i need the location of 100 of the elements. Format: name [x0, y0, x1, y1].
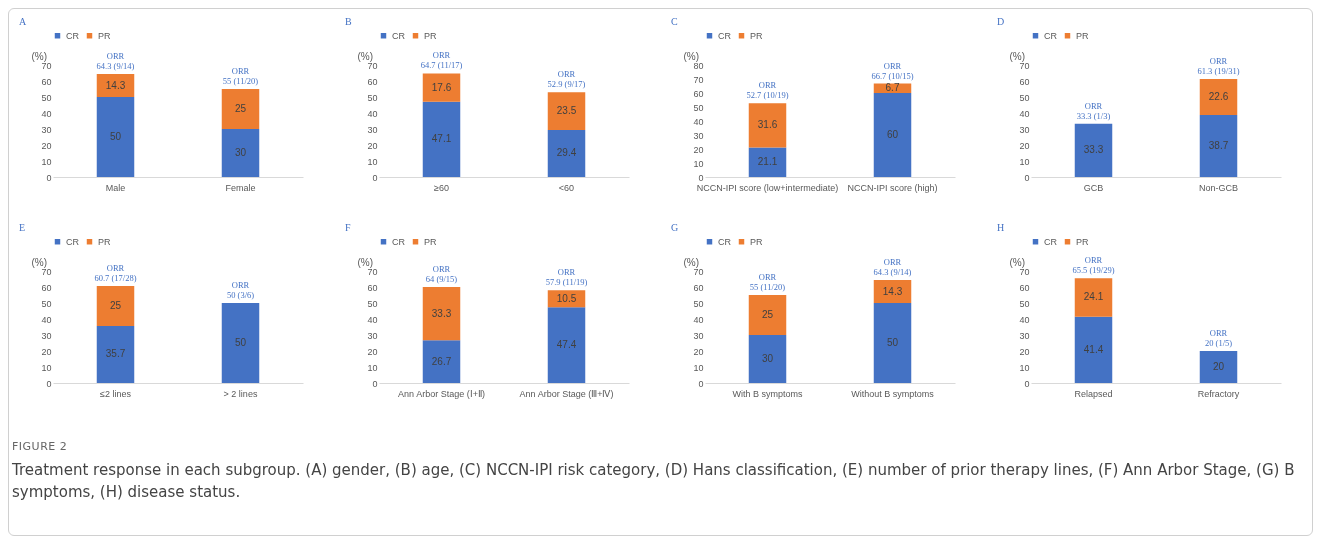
bar	[221, 129, 260, 177]
y-tick-label: 20	[41, 140, 52, 151]
y-tick-label: 60	[367, 282, 378, 293]
bar	[547, 307, 586, 383]
data-label: 30	[234, 147, 247, 158]
y-tick-label: 80	[693, 60, 704, 71]
bar	[422, 340, 461, 383]
x-tick-label: Without B symptoms	[851, 388, 935, 399]
y-tick-label: 0	[372, 378, 378, 389]
data-label: 50	[109, 131, 122, 142]
annotation: ORR 20 (1/5)	[1204, 328, 1233, 348]
annotation: ORR 64.3 (9/14)	[873, 257, 912, 278]
chart-title: A	[19, 16, 27, 27]
y-tick-label: 40	[41, 314, 52, 325]
y-tick-label: 20	[693, 346, 704, 357]
data-label: 21.1	[757, 156, 778, 168]
y-tick-label: 50	[41, 298, 52, 309]
data-label: 22.6	[1208, 91, 1229, 102]
annotation: ORR 64.3 (9/14)	[96, 51, 135, 72]
bar	[547, 92, 586, 130]
data-label: 14.3	[105, 79, 126, 91]
y-tick-label: 70	[367, 60, 378, 71]
annotation: ORR 52.9 (9/17)	[547, 69, 586, 90]
annotation: ORR 61.3 (19/31)	[1197, 55, 1240, 76]
bar	[1199, 351, 1238, 383]
data-label: 25	[234, 103, 247, 114]
y-tick-label: 70	[693, 74, 704, 85]
legend-label: PR	[424, 236, 437, 247]
bar	[221, 303, 260, 383]
y-tick-label: 70	[367, 266, 378, 277]
bar	[1074, 123, 1113, 177]
data-label: 24.1	[1083, 291, 1104, 303]
y-tick-label: 60	[693, 88, 704, 99]
bar	[1199, 115, 1238, 177]
bar	[422, 287, 461, 341]
annotation: ORR 50 (3/6)	[226, 280, 255, 300]
y-tick-label: 70	[693, 266, 704, 277]
y-tick-label: 30	[693, 130, 704, 141]
data-label: 23.5	[556, 105, 577, 117]
y-tick-label: 10	[693, 158, 704, 169]
chart-title: G	[671, 222, 679, 233]
annotation: ORR 64.7 (11/17)	[420, 50, 463, 71]
bar	[1199, 78, 1238, 116]
y-axis-title: (%)	[1009, 256, 1026, 268]
legend-label: CR	[1044, 236, 1058, 247]
bar	[1074, 316, 1113, 383]
y-tick-label: 60	[41, 76, 52, 87]
annotation: ORR 55 (11/20)	[222, 66, 259, 86]
bar	[96, 325, 135, 383]
y-tick-label: 50	[1019, 92, 1030, 103]
y-tick-label: 70	[1019, 266, 1030, 277]
y-tick-label: 10	[1019, 156, 1030, 167]
y-tick-label: 40	[693, 314, 704, 325]
y-tick-label: 20	[1019, 346, 1030, 357]
x-tick-label: Relapsed	[1074, 388, 1113, 399]
bar	[748, 295, 787, 335]
y-tick-label: 30	[1019, 124, 1030, 135]
legend-label: PR	[1076, 236, 1089, 247]
legend-label: PR	[750, 30, 763, 41]
y-tick-label: 50	[693, 298, 704, 309]
x-tick-label: ≤2 lines	[100, 388, 132, 399]
bar	[1074, 278, 1113, 317]
legend-label: PR	[98, 30, 111, 41]
y-tick-label: 60	[1019, 76, 1030, 87]
y-tick-label: 40	[1019, 108, 1030, 119]
y-axis-title: (%)	[357, 256, 374, 268]
text: Treatment response in each subgroup. (A) gender, (B) age, (C) NCCN-IPI risk category, (D) Hans classification, (E) number of prior therapy lines, (F) Ann Arbor Stage, (G) B symptoms, (H) disease status.	[12, 460, 1296, 503]
x-tick-label: NCCN-IPI score (high)	[847, 182, 938, 193]
y-tick-label: 60	[1019, 282, 1030, 293]
bar	[96, 97, 135, 177]
legend-label: CR	[392, 30, 406, 41]
annotation: ORR 60.7 (17/28)	[94, 262, 137, 283]
legend-label: CR	[1044, 30, 1058, 41]
y-tick-label: 40	[693, 116, 704, 127]
data-label: 47.1	[431, 133, 452, 145]
legend-label: PR	[1076, 30, 1089, 41]
data-label: 26.7	[431, 355, 452, 367]
data-label: 29.4	[556, 147, 577, 159]
y-tick-label: 70	[41, 60, 52, 71]
chart-title: C	[671, 16, 678, 27]
annotation: ORR 52.7 (10/19)	[746, 80, 789, 101]
data-label: 25	[761, 309, 774, 320]
legend-label: PR	[424, 30, 437, 41]
chart-title: F	[345, 222, 351, 233]
y-tick-label: 10	[367, 156, 378, 167]
y-tick-label: 60	[41, 282, 52, 293]
data-label: 50	[886, 337, 899, 348]
y-tick-label: 50	[41, 92, 52, 103]
y-tick-label: 10	[367, 362, 378, 373]
legend-label: PR	[98, 236, 111, 247]
x-tick-label: With B symptoms	[732, 388, 803, 399]
y-tick-label: 60	[693, 282, 704, 293]
data-label: 60	[886, 129, 899, 140]
y-tick-label: 20	[693, 144, 704, 155]
annotation: ORR 66.7 (10/15)	[871, 60, 914, 81]
bar	[748, 103, 787, 148]
y-tick-label: 10	[41, 156, 52, 167]
data-label: 33.3	[1083, 144, 1104, 156]
y-axis-title: (%)	[683, 50, 700, 62]
y-tick-label: 10	[1019, 362, 1030, 373]
